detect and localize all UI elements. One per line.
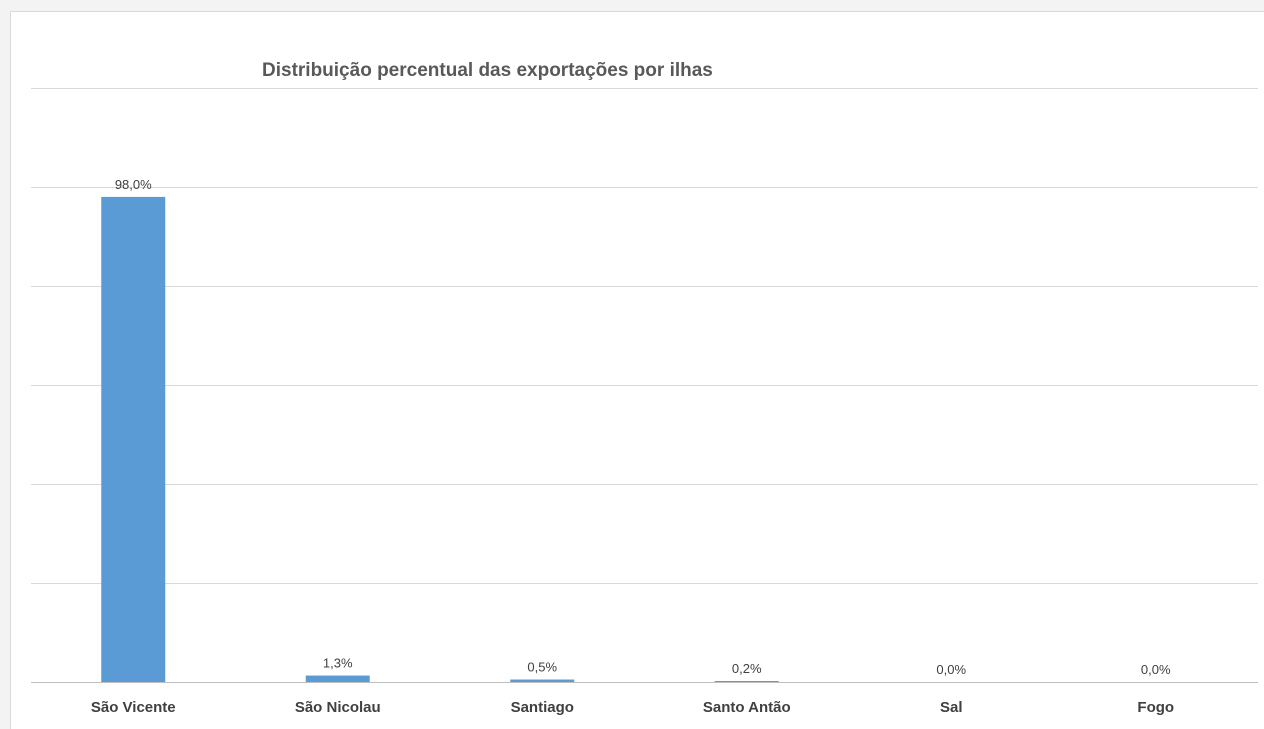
data-label: 0,0% xyxy=(1141,662,1171,677)
x-tick-label: São Nicolau xyxy=(295,699,381,716)
data-label: 98,0% xyxy=(115,177,152,192)
chart-area: Distribuição percentual das exportações … xyxy=(10,11,1264,729)
x-tick-label: São Vicente xyxy=(91,699,176,716)
data-label: 0,2% xyxy=(732,661,762,676)
x-tick-label: Fogo xyxy=(1137,699,1174,716)
data-label: 0,5% xyxy=(527,660,557,675)
chart-title: Distribuição percentual das exportações … xyxy=(262,60,713,81)
bar xyxy=(101,196,166,682)
x-tick-label: Santiago xyxy=(511,699,574,716)
bar xyxy=(510,679,575,682)
data-label: 0,0% xyxy=(936,662,966,677)
bar xyxy=(305,675,370,682)
bar xyxy=(714,681,779,682)
data-label: 1,3% xyxy=(323,656,353,671)
x-tick-label: Santo Antão xyxy=(703,699,791,716)
x-tick-label: Sal xyxy=(940,699,963,716)
